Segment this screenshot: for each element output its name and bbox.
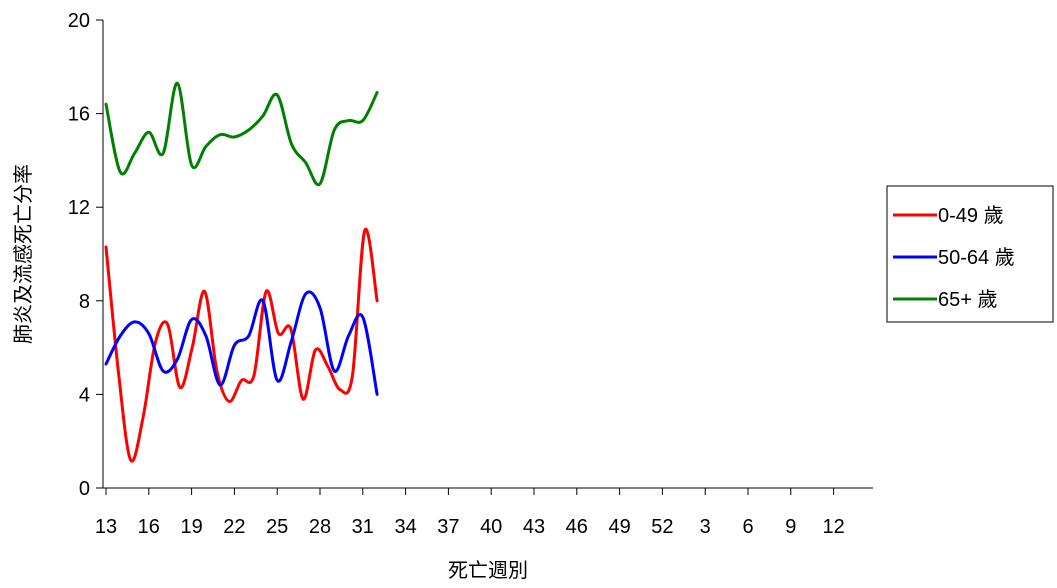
series-line-65plus (104, 81, 379, 187)
x-tick-label: 40 (480, 516, 502, 538)
x-tick-label: 31 (352, 516, 374, 538)
x-tick-label: 37 (437, 516, 459, 538)
x-axis-title: 死亡週別 (448, 558, 528, 582)
y-tick-label: 4 (79, 384, 90, 406)
axes (102, 20, 873, 489)
x-tick-label: 9 (785, 516, 796, 538)
legend-box (886, 185, 1054, 323)
x-tick-label: 19 (180, 516, 202, 538)
x-tick-label: 25 (266, 516, 288, 538)
x-ticks: 13 16 19 22 25 28 31 34 37 40 43 46 49 52 3 6 9 12 (95, 488, 845, 538)
y-tick-label: 16 (68, 104, 90, 126)
legend-label-0-49: 0-49 歲 (938, 204, 1004, 227)
y-tick-label: 0 (79, 478, 90, 500)
y-tick-label: 20 (68, 10, 90, 32)
x-tick-label: 52 (651, 516, 673, 538)
y-axis-title: 肺炎及流感死亡分率 (11, 164, 35, 344)
series-line-50-64 (104, 290, 379, 396)
series-lines (104, 81, 379, 463)
y-tick-label: 8 (79, 291, 90, 313)
x-tick-label: 22 (223, 516, 245, 538)
series-line-0-49 (104, 227, 379, 463)
x-tick-label: 49 (608, 516, 630, 538)
legend: 0-49 歲 50-64 歲 65+ 歲 (886, 185, 1054, 323)
x-tick-label: 28 (309, 516, 331, 538)
x-tick-label: 46 (566, 516, 588, 538)
x-tick-label: 13 (95, 516, 117, 538)
legend-label-65plus: 65+ 歲 (938, 288, 997, 311)
x-tick-label: 12 (822, 516, 844, 538)
x-tick-label: 3 (700, 516, 711, 538)
x-tick-label: 16 (138, 516, 160, 538)
x-tick-label: 34 (394, 516, 416, 538)
legend-label-50-64: 50-64 歲 (938, 246, 1015, 269)
x-tick-label: 43 (523, 516, 545, 538)
y-ticks: 0 4 8 12 16 20 (68, 10, 103, 500)
x-tick-label: 6 (742, 516, 753, 538)
y-tick-label: 12 (68, 197, 90, 219)
